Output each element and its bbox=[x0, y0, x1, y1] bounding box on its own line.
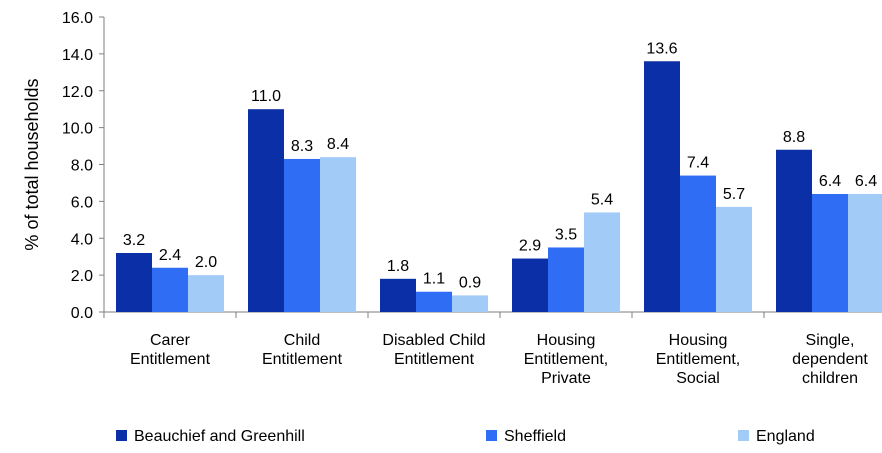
bars bbox=[116, 61, 882, 312]
bar-value-label: 8.8 bbox=[783, 129, 805, 146]
bar-value-label: 8.4 bbox=[327, 136, 349, 153]
y-tick-label: 16.0 bbox=[62, 10, 93, 27]
legend-label: Beauchief and Greenhill bbox=[134, 428, 305, 445]
bar bbox=[248, 109, 284, 312]
bar-value-label: 2.0 bbox=[195, 254, 217, 271]
bar-value-label: 11.0 bbox=[251, 88, 281, 105]
bar-value-label: 3.2 bbox=[123, 232, 145, 249]
y-tick-label: 8.0 bbox=[71, 158, 93, 175]
legend-label: England bbox=[756, 428, 815, 445]
bar-value-label: 6.4 bbox=[819, 173, 841, 190]
y-tick-label: 0.0 bbox=[71, 305, 93, 322]
y-axis-title: % of total households bbox=[22, 78, 42, 250]
legend-swatch bbox=[738, 430, 749, 441]
y-tick-label: 4.0 bbox=[71, 231, 93, 248]
y-tick-label: 14.0 bbox=[62, 47, 93, 64]
bar bbox=[680, 175, 716, 312]
y-tick-label: 12.0 bbox=[62, 84, 93, 101]
x-tick-label: Housing Entitlement, Social bbox=[656, 332, 740, 387]
legend: Beauchief and Greenhill Sheffield England bbox=[116, 428, 815, 445]
bar-value-label: 8.3 bbox=[291, 138, 313, 155]
legend-swatch bbox=[486, 430, 497, 441]
bar bbox=[512, 258, 548, 312]
bar bbox=[848, 194, 882, 312]
bar bbox=[776, 149, 812, 312]
bar-value-label: 13.6 bbox=[646, 40, 677, 57]
x-tick-label: Disabled Child Entitlement bbox=[382, 332, 485, 368]
bar bbox=[644, 61, 680, 312]
bar-value-label: 6.4 bbox=[855, 173, 877, 190]
y-tick-label: 2.0 bbox=[71, 268, 93, 285]
x-tick-label: Single, dependent children bbox=[792, 332, 868, 387]
y-tick-label: 10.0 bbox=[62, 121, 93, 138]
bar bbox=[416, 291, 452, 312]
bar bbox=[584, 212, 620, 312]
bar bbox=[452, 295, 488, 312]
bar-value-label: 1.8 bbox=[387, 258, 409, 275]
legend-swatch bbox=[116, 430, 127, 441]
x-tick-label: Housing Entitlement, Private bbox=[524, 332, 608, 387]
x-tick-label: Child Entitlement bbox=[262, 332, 343, 368]
bar bbox=[320, 157, 356, 312]
bar bbox=[380, 278, 416, 312]
data-labels: 3.2 2.4 2.0 11.0 8.3 8.4 1.8 1.1 0.9 2.9 3.5 5.4 13.… bbox=[123, 40, 877, 291]
bar bbox=[548, 247, 584, 312]
bar-value-label: 2.9 bbox=[519, 238, 541, 255]
bar-value-label: 5.7 bbox=[723, 186, 745, 203]
bar bbox=[716, 206, 752, 312]
legend-label: Sheffield bbox=[504, 428, 566, 445]
bar-value-label: 1.1 bbox=[423, 271, 445, 288]
y-tick-label: 6.0 bbox=[71, 194, 93, 211]
bar-value-label: 0.9 bbox=[459, 274, 481, 291]
bar bbox=[284, 158, 320, 312]
bar-value-label: 2.4 bbox=[159, 247, 181, 264]
bar bbox=[152, 267, 188, 312]
bar bbox=[188, 275, 224, 312]
bar-value-label: 7.4 bbox=[687, 155, 709, 172]
bar bbox=[812, 194, 848, 312]
bar-value-label: 3.5 bbox=[555, 226, 577, 243]
bar bbox=[116, 253, 152, 312]
axes: 0.0 2.0 4.0 6.0 8.0 10.0 12.0 14.0 16.0 Carer Enti… bbox=[62, 10, 882, 387]
bar-value-label: 5.4 bbox=[591, 191, 613, 208]
x-tick-label: Carer Entitlement bbox=[130, 332, 211, 368]
